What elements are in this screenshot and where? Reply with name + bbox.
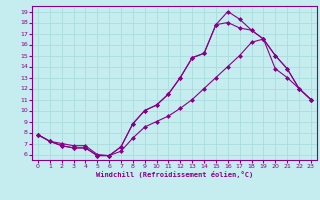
X-axis label: Windchill (Refroidissement éolien,°C): Windchill (Refroidissement éolien,°C) bbox=[96, 171, 253, 178]
